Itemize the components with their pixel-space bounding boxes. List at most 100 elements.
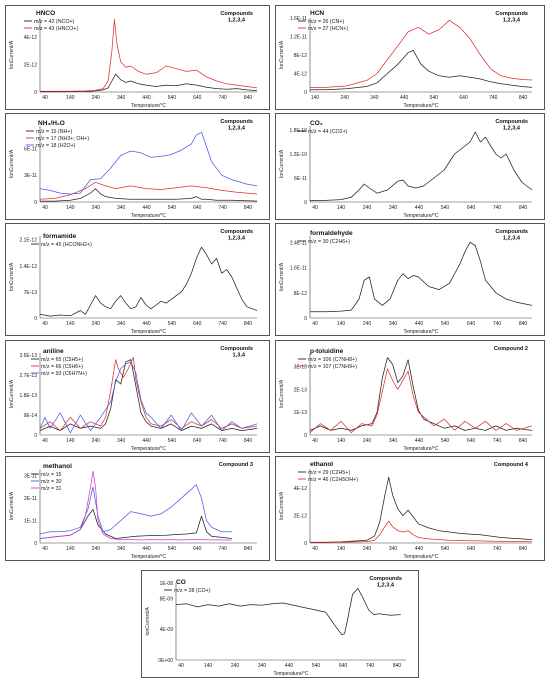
series-line-m-z-66-c5h6: [39, 357, 258, 431]
x-tick-label: 640: [193, 95, 202, 101]
y-tick-label: 3E-11: [24, 474, 37, 480]
compounds-label: Compounds 1,2,3,4: [220, 11, 253, 24]
x-tick-label: 640: [467, 546, 476, 552]
x-tick-label: 240: [92, 438, 101, 444]
chart-title: NH₃/H₂O: [38, 120, 65, 127]
panel-formamide: 40 140 240 340 440 540 640 740 840 0 7E-13 1.4E-12 2…: [5, 223, 270, 336]
chart-title: ethanol: [310, 461, 333, 468]
legend-entry: m/z = 107 (C7NH9+): [308, 364, 357, 370]
panel-co: 40 140 240 340 440 540 640 740 840 0E+00 4E-09 8E-0…: [141, 570, 419, 678]
y-tick-label: 2E-12: [294, 514, 308, 520]
x-tick-label: 640: [193, 205, 202, 211]
legend-entry: m/z = 29 (C2H5+): [308, 470, 350, 476]
x-tick-label: 40: [312, 438, 318, 444]
legend-entry: m/z = 28 (CO+): [174, 588, 211, 594]
y-tick-label: 0: [34, 316, 37, 322]
chart-title: formaldehyde: [310, 230, 353, 237]
y-tick-label: 0: [34, 90, 37, 96]
x-tick-label: 240: [92, 321, 101, 327]
series-line-m-z-106-c7nh8: [309, 357, 533, 431]
y-tick-label: 2E-11: [24, 496, 37, 502]
x-tick-label: 140: [204, 663, 213, 669]
y-axis-label: IonCurrent/A: [279, 149, 285, 178]
x-tick-label: 340: [389, 546, 398, 552]
x-tick-label: 640: [193, 321, 202, 327]
x-axis-label: Temperature/°C: [273, 671, 308, 677]
x-tick-label: 440: [400, 95, 409, 101]
series-line-m-z-27-hcn: [310, 19, 533, 88]
x-tick-label: 140: [66, 95, 75, 101]
x-tick-label: 440: [142, 438, 151, 444]
x-tick-label: 340: [117, 438, 126, 444]
x-tick-label: 840: [519, 95, 528, 101]
legend-entry: m/z = 45 (HCONH2+): [41, 242, 92, 248]
legend-entry: m/z = 31: [41, 486, 62, 492]
legend-entry: m/z = 15: [41, 472, 62, 478]
y-tick-label: 4E-12: [294, 486, 308, 492]
y-axis-label: IonCurrent/A: [145, 607, 151, 636]
x-tick-label: 540: [168, 95, 177, 101]
compounds-label: Compounds 1,2,3,4: [369, 576, 402, 589]
x-axis-label: Temperature/°C: [403, 446, 438, 452]
x-tick-label: 440: [415, 321, 424, 327]
chart-title: HNCO: [36, 10, 55, 17]
x-tick-label: 340: [117, 95, 126, 101]
x-tick-label: 840: [244, 321, 253, 327]
series-line-m-z-30: [39, 484, 232, 535]
panel-co2: 40 140 240 340 440 540 640 740 840 0 6E-11 1.2E-10 1…: [275, 113, 545, 220]
y-tick-label: 1E-08: [160, 581, 174, 587]
x-axis-label: Temperature/°C: [403, 554, 438, 560]
y-tick-label: 1.4E-12: [19, 264, 37, 270]
y-axis-label: IonCurrent/A: [9, 379, 15, 408]
x-tick-label: 40: [312, 321, 318, 327]
series-line-m-z-31: [39, 470, 232, 541]
x-tick-label: 540: [441, 205, 450, 211]
compounds-label: Compounds 1,2,3,4: [220, 119, 253, 132]
x-tick-label: 440: [415, 205, 424, 211]
methanol-chart: 40 140 240 340 440 540 640 740 840 0 1E-11 2E-11 3E-…: [9, 462, 257, 560]
chart-title: CO₂: [310, 120, 323, 127]
y-tick-label: 6E-11: [24, 146, 37, 152]
legend-entry: m/z = 43 (HNCO+): [34, 26, 78, 32]
x-tick-label: 340: [389, 438, 398, 444]
x-tick-label: 740: [366, 663, 375, 669]
compounds-label: Compound 2: [494, 346, 528, 352]
series-line-m-z-15: [39, 509, 232, 539]
y-tick-label: 0: [304, 541, 307, 547]
series-line-m-z-93-c6h7n: [39, 361, 258, 434]
y-axis-label: IonCurrent/A: [279, 40, 285, 69]
x-tick-label: 240: [231, 663, 240, 669]
panel-p-toluidine: 40 140 240 340 440 540 640 740 840 0 1E-13 2E-13 3E-…: [275, 340, 545, 453]
chart-title: methanol: [43, 463, 72, 470]
series-line-m-z-45-hconh2: [39, 246, 258, 317]
x-tick-label: 640: [467, 438, 476, 444]
y-tick-label: 4E-09: [160, 627, 174, 633]
series-line-m-z-26-cn: [310, 50, 533, 91]
series-line-m-z-18-h2o: [39, 131, 258, 195]
x-tick-label: 540: [441, 546, 450, 552]
series-line-m-z-17-nh3-oh: [39, 181, 258, 200]
y-tick-label: 1.2E-11: [290, 35, 307, 41]
y-tick-label: 0: [304, 316, 307, 322]
nh3-chart: 40 140 240 340 440 540 640 740 840 0 3E-11 6E-11 Tem…: [9, 119, 258, 219]
y-tick-label: 0: [304, 433, 307, 439]
x-tick-label: 640: [193, 546, 202, 552]
y-tick-label: 2.4E-11: [290, 240, 307, 246]
y-tick-label: 2E-13: [294, 387, 308, 393]
x-tick-label: 440: [415, 438, 424, 444]
x-tick-label: 240: [92, 546, 101, 552]
y-tick-label: 1.2E-10: [289, 152, 307, 158]
panel-ethanol: 40 140 240 340 440 540 640 740 840 0 2E-12 4E-12 Tem…: [275, 456, 545, 561]
x-axis-label: Temperature/°C: [131, 103, 166, 109]
y-tick-label: 7E-13: [24, 290, 38, 296]
compounds-label: Compounds 1,2,3,4: [220, 229, 253, 242]
x-axis-label: Temperature/°C: [131, 554, 166, 560]
x-tick-label: 540: [312, 663, 321, 669]
x-tick-label: 240: [363, 438, 372, 444]
legend-entry: m/z = 106 (C7NH8+): [308, 357, 357, 363]
x-tick-label: 240: [363, 205, 372, 211]
x-tick-label: 540: [168, 438, 177, 444]
legend-entry: m/z = 17 (NH3+; OH+): [36, 136, 89, 142]
legend-entry: m/z = 42 (NCO+): [34, 19, 75, 25]
legend-entry: m/z = 93 (C6H7N+): [41, 371, 87, 377]
